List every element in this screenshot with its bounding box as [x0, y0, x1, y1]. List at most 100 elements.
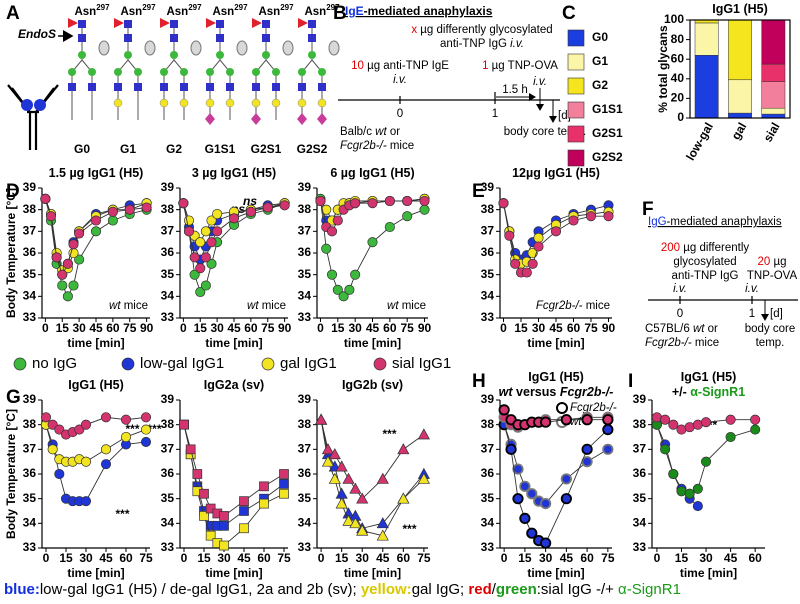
marker	[195, 286, 206, 298]
text: +/- α-SignR1	[672, 385, 745, 399]
y-tick-label: 38	[161, 417, 175, 431]
y-tick-label: 0	[677, 110, 684, 124]
marker	[100, 412, 112, 423]
glcnac	[226, 83, 234, 91]
y-tick-label: 37	[298, 442, 312, 456]
y-axis-label: Body Temperature [°C]	[4, 409, 18, 539]
marker	[350, 269, 361, 280]
legend-swatch	[567, 149, 585, 167]
marker	[397, 492, 410, 504]
marker	[205, 530, 216, 541]
y-tick-label: 33	[481, 310, 495, 324]
panel-label: I	[628, 371, 633, 392]
text-part: IgG1 (H5)	[712, 2, 768, 16]
x-tick-label: 30	[539, 551, 553, 565]
x-tick-label: low-gal	[683, 120, 716, 163]
text-part: 297	[234, 3, 248, 12]
marker	[505, 443, 517, 455]
text-part: α-SignR1	[618, 581, 681, 598]
x-tick-label: 0	[317, 321, 324, 335]
text-part: -mediated anaphylaxis	[667, 216, 782, 228]
text-part: G2S1	[251, 142, 282, 156]
bar-segment	[728, 112, 752, 119]
text-part: +/-	[672, 385, 690, 399]
x-tick-label: 30	[532, 321, 546, 335]
x-tick-label: 0	[501, 551, 508, 565]
y-tick-label: 38	[23, 417, 37, 431]
x-tick-label: 15	[194, 321, 208, 335]
x-tick-label: 30	[210, 321, 224, 335]
glcnac	[170, 34, 178, 42]
x-tick-label: 60	[106, 321, 120, 335]
marker	[219, 511, 229, 521]
text: 0	[677, 308, 683, 320]
text: sial IgG1	[392, 355, 451, 372]
text-part: temp.	[756, 337, 785, 349]
marker	[692, 501, 703, 512]
marker	[660, 414, 671, 425]
marker	[660, 444, 671, 455]
x-tick-label: 60	[244, 321, 258, 335]
text-part: x	[411, 24, 417, 36]
text: anti-TNP IgG i.v.	[440, 38, 524, 50]
x-tick-label: 0	[42, 321, 49, 335]
marker	[602, 443, 614, 455]
marker	[397, 443, 410, 455]
y-tick-label: 37	[481, 224, 495, 238]
text: Asn297	[74, 3, 110, 18]
y-tick-label: 38	[633, 417, 647, 431]
text: Fcgr2b-/-	[570, 402, 617, 414]
x-axis-label: time [min]	[344, 566, 401, 580]
y-tick-label: 34	[298, 516, 312, 530]
marker	[90, 215, 102, 226]
x-tick-label: 0	[500, 321, 507, 335]
text-part: Asn	[304, 6, 326, 18]
text-part: G1	[592, 54, 608, 68]
text-part: -mediated anaphylaxis	[364, 4, 493, 18]
x-tick-label: 15	[59, 551, 73, 565]
y-tick-label: 34	[23, 516, 37, 530]
series-line	[503, 424, 609, 544]
marker	[178, 198, 189, 209]
marker	[568, 215, 579, 226]
text-part: wt	[109, 300, 121, 312]
fucose	[298, 18, 308, 28]
annotation: ***	[115, 507, 130, 521]
marker	[367, 237, 378, 248]
text-part: C57BL/6	[645, 323, 693, 335]
text-part: gal IgG;	[412, 581, 469, 598]
y-tick-label: 39	[23, 180, 37, 194]
x-tick-label: 45	[99, 551, 113, 565]
y-tick-label: 100	[664, 12, 684, 26]
text: 1.5 µg IgG1 (H5)	[49, 166, 144, 180]
panel-label: C	[562, 3, 576, 24]
legend-marker	[121, 357, 135, 371]
series-line	[320, 419, 425, 529]
text: IgG2b (sv)	[342, 378, 403, 392]
text: gal IgG1	[280, 355, 337, 372]
marker	[700, 456, 712, 467]
y-tick-label: 39	[23, 392, 37, 406]
mannose	[180, 68, 188, 76]
glcnac	[308, 34, 316, 42]
marker	[239, 523, 249, 534]
y-tick-label: 34	[161, 516, 175, 530]
x-tick-label: 0	[318, 551, 325, 565]
marker	[417, 472, 430, 484]
x-tick-label: 0	[43, 551, 50, 565]
mannose	[68, 68, 76, 76]
text: Asn297	[258, 3, 294, 18]
marker	[141, 202, 152, 213]
text-part: α-SignR1	[690, 385, 745, 399]
marker	[219, 520, 229, 531]
text: 1	[749, 308, 755, 320]
mannose	[252, 68, 260, 76]
y-tick-label: 37	[633, 442, 647, 456]
marker	[262, 202, 273, 213]
text-part: G0	[592, 30, 608, 44]
x-tick-label: 0	[181, 551, 188, 565]
x-tick-label: 15	[518, 551, 532, 565]
text: wt mice	[387, 300, 426, 312]
fucose	[252, 18, 262, 28]
y-tick-label: 35	[633, 491, 647, 505]
